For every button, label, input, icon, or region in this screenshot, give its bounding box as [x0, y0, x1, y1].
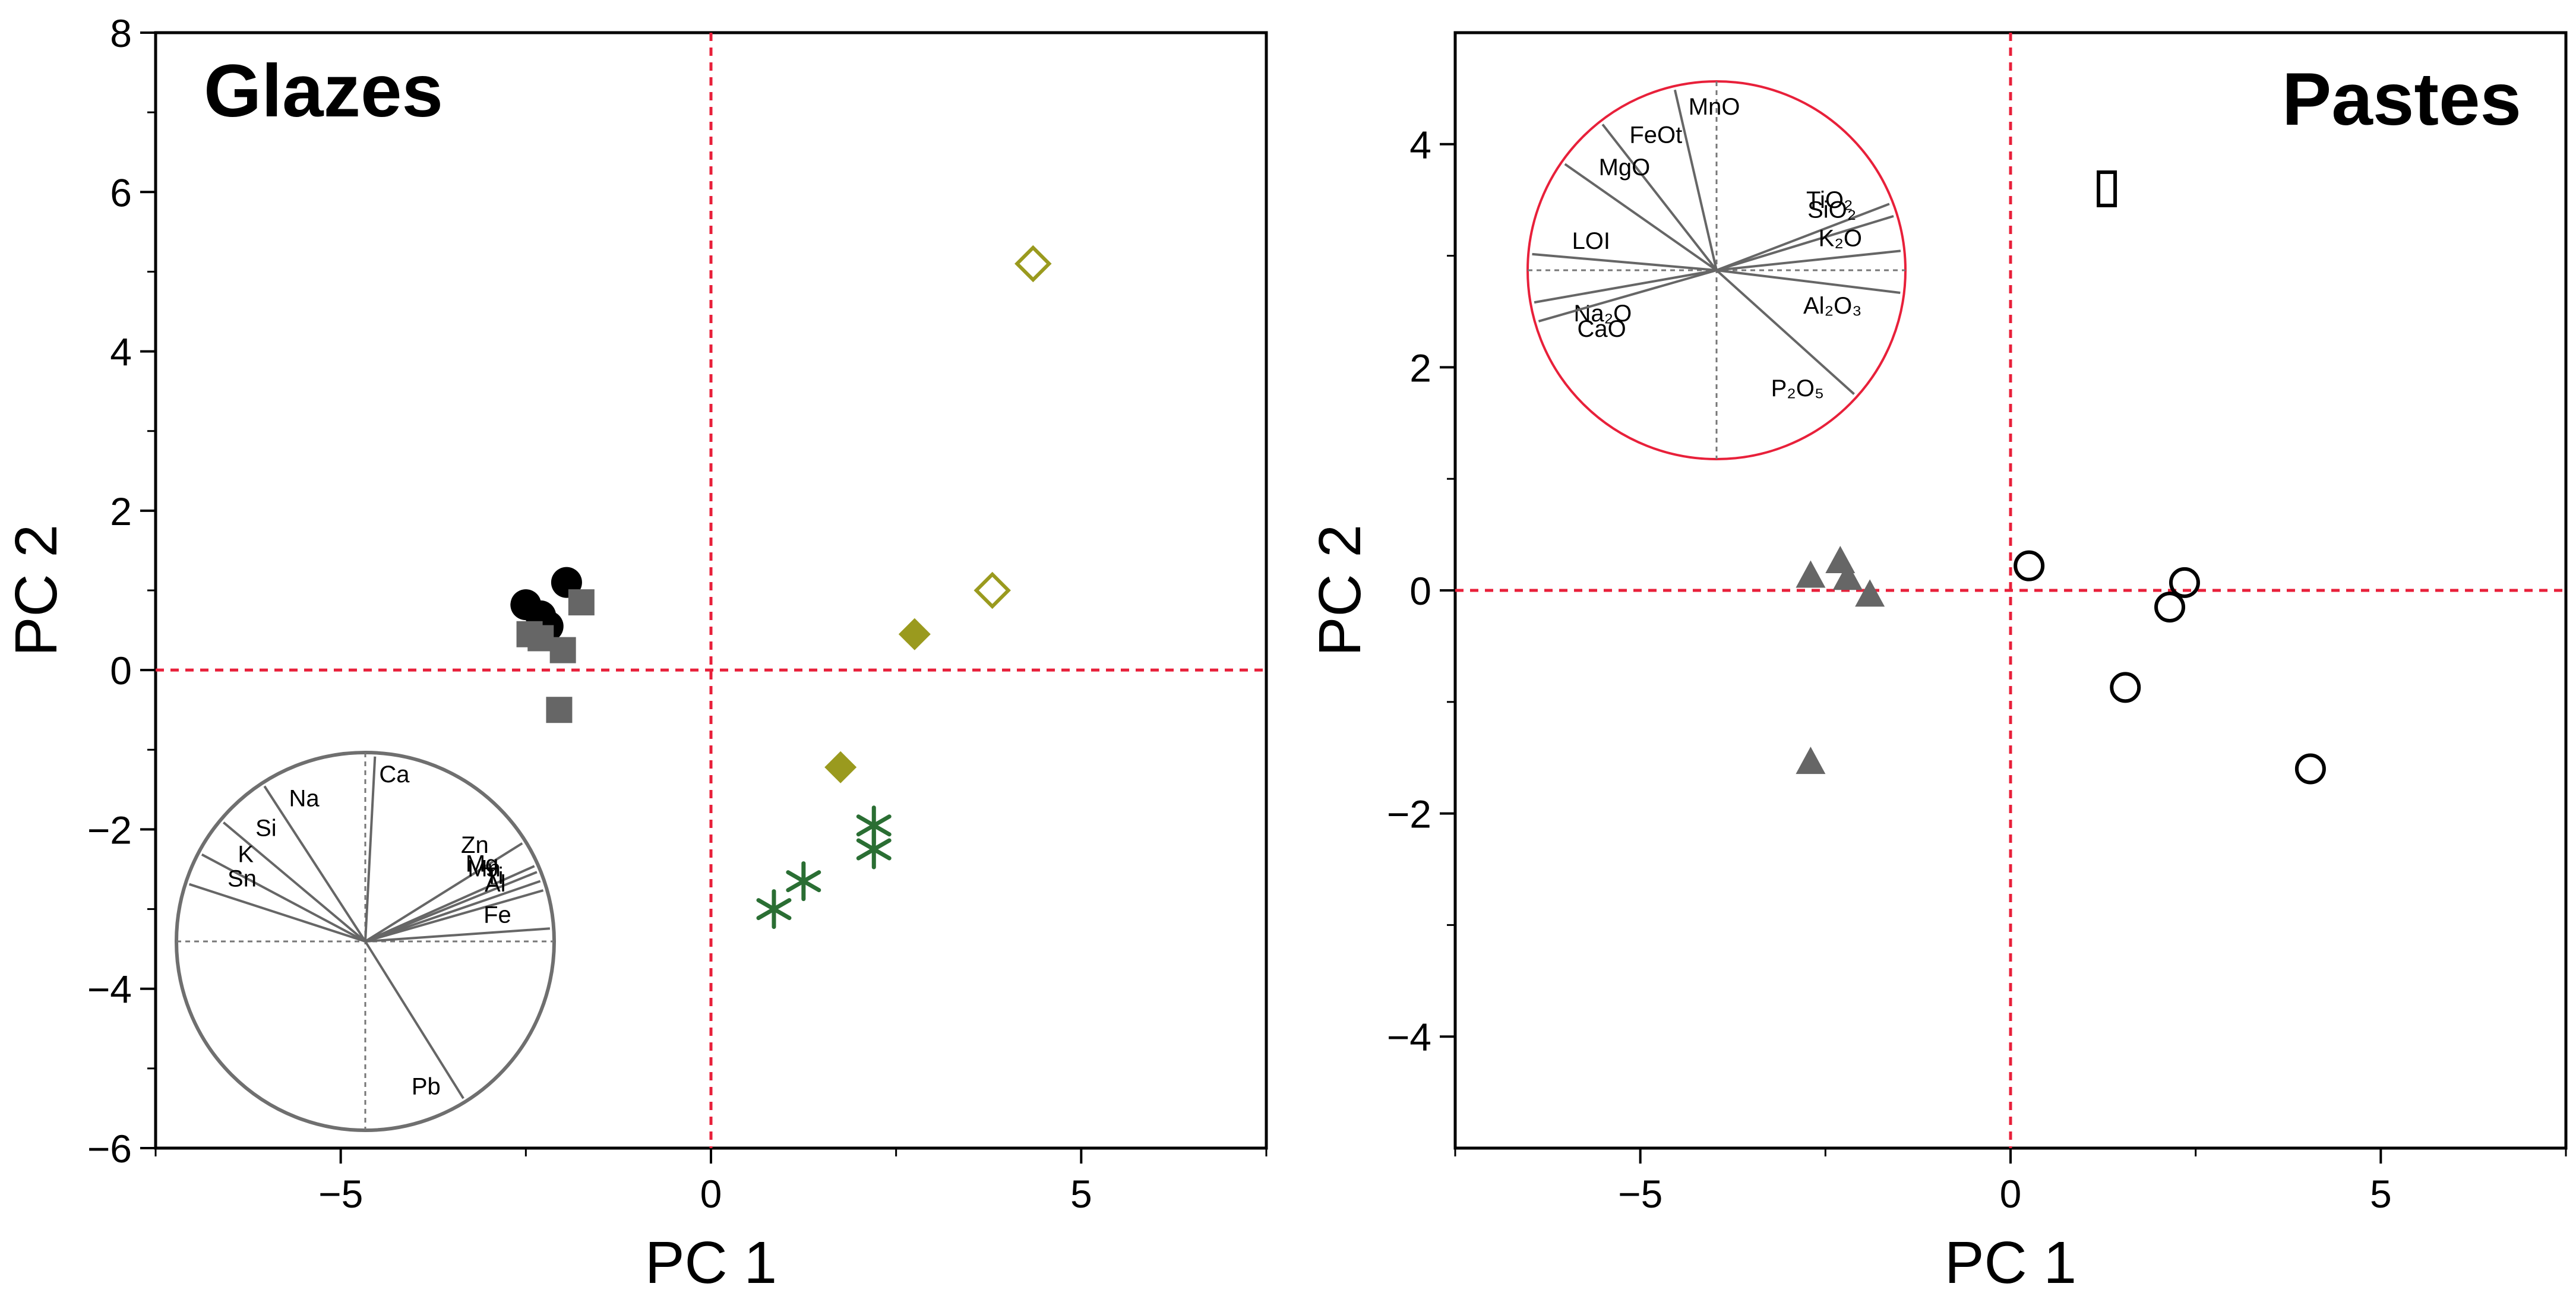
loading-vector	[1716, 249, 1901, 271]
square-filled-point	[527, 625, 554, 652]
loading-vector	[201, 853, 366, 943]
loading-vector	[1538, 269, 1717, 323]
loading-vector	[1673, 89, 1718, 271]
loading-label: Zn	[461, 832, 489, 858]
triangle-filled-point	[1832, 562, 1863, 590]
asterisk-point	[856, 829, 892, 870]
loading-vector	[364, 940, 464, 1099]
loading-label: FeOt	[1629, 122, 1682, 148]
y-tick-label: −2	[1387, 792, 1431, 836]
y-tick-label: −4	[1387, 1015, 1431, 1059]
glazes-x-axis-label: PC 1	[645, 1229, 777, 1296]
loading-label: Fe	[483, 902, 511, 928]
y-tick-label: 0	[110, 649, 132, 693]
circle-open-point	[2154, 592, 2186, 623]
glazes-y-axis-label: PC 2	[3, 524, 69, 656]
loading-label: LOI	[1572, 228, 1610, 254]
loading-label: SiO₂	[1807, 197, 1856, 223]
loading-label: Al	[485, 871, 506, 897]
loading-label: Ca	[379, 761, 410, 788]
y-tick-label: −2	[87, 808, 132, 852]
triangle-filled-point	[1796, 747, 1826, 775]
loading-vector	[222, 821, 366, 943]
loading-vector	[1716, 269, 1901, 294]
square-filled-point	[549, 637, 576, 663]
x-tick-label: 5	[2370, 1172, 2392, 1216]
loading-label: K	[238, 842, 254, 868]
diamond-filled-point	[898, 618, 931, 650]
rect-open-point	[2097, 170, 2117, 207]
y-tick-label: −6	[87, 1127, 132, 1171]
x-tick-label: −5	[318, 1172, 363, 1216]
loading-label: Ti	[485, 863, 504, 889]
x-tick-label: 0	[2000, 1172, 2022, 1216]
pastes-x-axis-label: PC 1	[1945, 1229, 2076, 1296]
asterisk-point	[786, 861, 821, 902]
loading-vector	[1716, 214, 1894, 271]
loading-label: Si	[255, 815, 277, 841]
loading-vector	[1715, 269, 1855, 396]
circle-open-point	[2110, 672, 2141, 703]
x-tick-label: 0	[700, 1172, 722, 1216]
loading-vector	[188, 883, 366, 943]
loading-vector	[365, 871, 538, 943]
loading-vector	[365, 880, 541, 943]
loading-label: Mg	[466, 851, 499, 877]
circle-open-point	[2169, 567, 2200, 598]
x-tick-label: 5	[1070, 1172, 1092, 1216]
square-filled-point	[546, 697, 573, 723]
y-tick-label: 2	[110, 489, 132, 533]
loading-vector	[1716, 203, 1890, 271]
loading-label: Sn	[227, 865, 257, 892]
loading-vector	[1534, 269, 1717, 304]
loading-label: Mn	[467, 856, 501, 882]
loading-label: Pb	[412, 1074, 441, 1100]
loading-vector	[364, 756, 377, 942]
asterisk-point	[756, 889, 792, 930]
x-tick-label: −5	[1618, 1172, 1662, 1216]
asterisk-stroke	[756, 898, 792, 921]
loading-label: Na₂O	[1573, 301, 1632, 327]
loading-label: Na	[289, 786, 320, 812]
loading-label: CaO	[1577, 316, 1626, 342]
y-tick-label: 2	[1409, 346, 1431, 390]
loading-label: Al₂O₃	[1803, 293, 1862, 319]
circle-open-point	[2014, 550, 2045, 581]
pastes-y-axis-label: PC 2	[1307, 524, 1373, 656]
loading-vector	[365, 927, 551, 943]
loading-label: MgO	[1599, 154, 1651, 181]
square-filled-point	[568, 589, 595, 616]
diamond-open-point	[973, 571, 1011, 609]
loading-label: K₂O	[1819, 225, 1862, 251]
y-tick-label: 4	[1409, 123, 1431, 167]
loading-label: TiO₂	[1806, 187, 1853, 213]
loading-vector	[1564, 163, 1718, 271]
loading-vector	[364, 842, 523, 943]
asterisk-stroke	[856, 814, 892, 837]
y-tick-label: 8	[110, 11, 132, 55]
loading-vector	[365, 889, 544, 943]
y-tick-label: 4	[110, 330, 132, 374]
triangle-filled-point	[1796, 560, 1826, 588]
diamond-filled-point	[824, 751, 857, 783]
asterisk-stroke	[856, 838, 892, 861]
loading-vector	[1601, 124, 1718, 271]
circle-open-point	[2294, 753, 2326, 785]
loading-label: P₂O₅	[1771, 375, 1824, 402]
pastes-title: Pastes	[2282, 58, 2521, 141]
y-tick-label: 0	[1409, 569, 1431, 613]
glazes-title: Glazes	[204, 50, 443, 132]
y-tick-label: −4	[87, 968, 132, 1011]
y-tick-label: 6	[110, 170, 132, 214]
loading-vector	[263, 785, 366, 943]
loading-label: MnO	[1689, 94, 1740, 120]
triangle-filled-point	[1855, 579, 1885, 607]
diamond-open-point	[1014, 245, 1052, 283]
asterisk-stroke	[786, 870, 821, 893]
loading-vector	[1532, 252, 1717, 271]
